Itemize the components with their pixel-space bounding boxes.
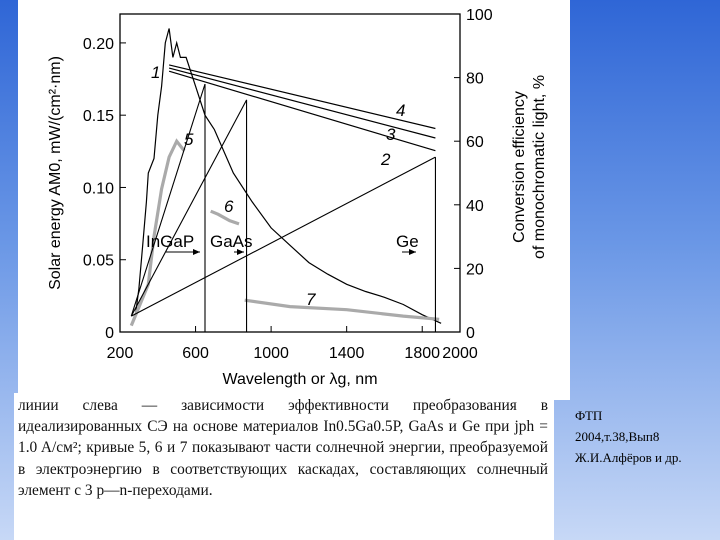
series-6-line (210, 209, 240, 226)
source-volume: 2004,т.38,Вып8 (575, 429, 660, 444)
annotation-label: GaAs (210, 232, 253, 251)
series-2-line (168, 70, 436, 152)
series-4-line (168, 64, 436, 130)
y-left-tick-label: 0.20 (83, 36, 114, 53)
source-journal: ФТП (575, 408, 603, 423)
annotation-arrowhead (193, 249, 200, 255)
annotation-label: 7 (306, 290, 316, 309)
annotation-label: 5 (184, 130, 194, 149)
y-right-tick-label: 40 (466, 198, 484, 215)
annotation-label: 4 (396, 101, 405, 120)
annotation-label: Ge (396, 232, 419, 251)
y-right-tick-label: 0 (466, 325, 475, 342)
series-3-line (168, 67, 436, 139)
source-citation: ФТП 2004,т.38,Вып8 Ж.И.Алфёров и др. (575, 405, 715, 468)
y-left-tick-label: 0.10 (83, 180, 114, 197)
plot-frame (119, 13, 461, 333)
annotation-arrowhead (237, 249, 244, 255)
cascade-gaas-line (130, 99, 248, 317)
x-tick-label: 1800 (404, 345, 440, 362)
axis-labels: 200 600 1000 1400 1800 2000 0 0.05 0.10 0.15 0.20 0… (47, 7, 548, 388)
chart: 200 600 1000 1400 1800 2000 0 0.05 0.10 0.15 0.20 0… (47, 7, 548, 388)
series-1-line (134, 28, 442, 324)
x-tick-label: 200 (107, 345, 134, 362)
x-axis-title: Wavelength or λg, nm (222, 371, 377, 388)
x-tick-label: 1400 (329, 345, 365, 362)
series-7-line (244, 298, 440, 321)
x-tick-label: 2000 (442, 345, 478, 362)
annotation-label: 2 (380, 150, 391, 169)
annotation-arrowhead (409, 249, 416, 255)
y-right-tick-label: 100 (466, 7, 493, 24)
y-right-tick-label: 20 (466, 261, 484, 278)
figure-caption: линии слева — зависимости эффективности … (14, 393, 554, 540)
y-right-tick-label: 60 (466, 134, 484, 151)
y-left-tick-label: 0.05 (83, 253, 114, 270)
x-tick-label: 600 (182, 345, 209, 362)
annotation-label: InGaP (146, 232, 194, 251)
source-authors: Ж.И.Алфёров и др. (575, 450, 682, 465)
cascade-ge-line (131, 156, 436, 317)
caption-text: линии слева — зависимости эффективности … (18, 397, 548, 499)
annotation-label: 3 (386, 125, 396, 144)
annotation-label: 6 (224, 197, 234, 216)
y-left-tick-label: 0.15 (83, 108, 114, 125)
y-right-tick-label: 80 (466, 71, 484, 88)
y-right-axis-title-line2: of monochromatic light, % (531, 75, 548, 259)
series-layer (129, 28, 442, 332)
y-left-axis-title: Solar energy AM0, mW/(cm²·nm) (47, 56, 64, 290)
cascade-ingap-line (130, 83, 206, 317)
axes (119, 13, 461, 333)
figure-panel: 200 600 1000 1400 1800 2000 0 0.05 0.10 0.15 0.20 0… (18, 0, 570, 400)
x-tick-label: 1000 (253, 345, 289, 362)
annotation-label: 1 (151, 63, 160, 82)
y-left-tick-label: 0 (105, 325, 114, 342)
y-right-axis-title-line1: Conversion efficiency (511, 91, 528, 243)
